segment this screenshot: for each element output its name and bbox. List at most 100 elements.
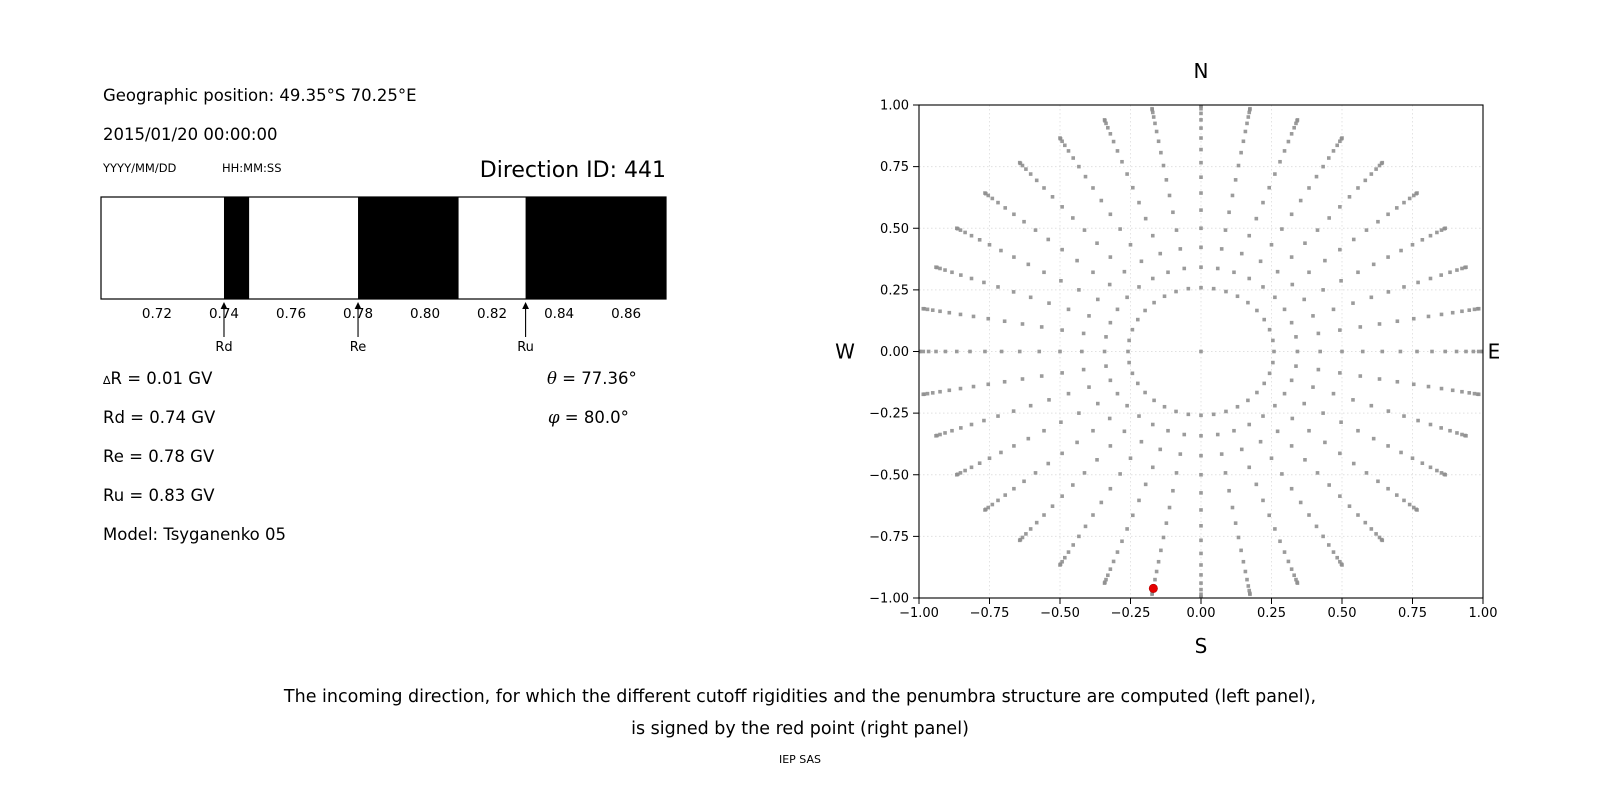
direction-dot bbox=[1108, 444, 1113, 448]
direction-dot bbox=[1415, 349, 1419, 354]
direction-dot bbox=[1199, 226, 1203, 231]
direction-dot bbox=[1394, 206, 1399, 210]
direction-dot bbox=[938, 309, 942, 314]
direction-dot bbox=[969, 233, 974, 238]
penumbra-frame bbox=[100, 196, 667, 300]
direction-dot bbox=[1380, 160, 1385, 165]
y-tick-label: −0.50 bbox=[869, 468, 909, 483]
direction-dot bbox=[1042, 513, 1046, 517]
direction-dot bbox=[1199, 592, 1203, 597]
direction-dot bbox=[1164, 521, 1169, 525]
direction-dot bbox=[999, 349, 1004, 354]
direction-dot bbox=[1380, 349, 1385, 354]
direction-dot bbox=[1338, 205, 1342, 209]
direction-dot bbox=[1454, 349, 1459, 354]
direction-dot bbox=[959, 426, 963, 430]
direction-dot bbox=[1295, 581, 1300, 585]
direction-dot bbox=[1315, 228, 1320, 232]
direction-dot bbox=[1071, 483, 1075, 487]
direction-dot bbox=[1351, 461, 1356, 466]
direction-dot bbox=[969, 465, 974, 470]
delta-r-value: ∆R = 0.01 GV bbox=[103, 369, 213, 388]
direction-dot bbox=[1158, 251, 1163, 256]
direction-dot bbox=[1199, 105, 1203, 107]
direction-dot bbox=[1063, 555, 1067, 560]
direction-dot bbox=[1199, 551, 1203, 556]
direction-dot bbox=[1199, 434, 1203, 438]
direction-dot bbox=[977, 461, 982, 466]
direction-dot bbox=[938, 266, 942, 271]
direction-dot bbox=[1034, 520, 1039, 525]
direction-dot bbox=[1135, 317, 1140, 322]
direction-dot bbox=[1115, 307, 1120, 312]
direction-dot bbox=[1273, 527, 1277, 531]
direction-dot bbox=[1174, 409, 1178, 414]
penumbra-tick-label: 0.72 bbox=[142, 306, 172, 322]
direction-dot bbox=[1143, 308, 1147, 313]
direction-dot bbox=[1095, 297, 1100, 302]
direction-dot bbox=[1130, 513, 1135, 518]
direction-dot bbox=[1460, 432, 1464, 437]
direction-dot bbox=[1104, 577, 1108, 582]
direction-dot bbox=[926, 349, 931, 354]
direction-dot bbox=[958, 471, 963, 475]
direction-dot bbox=[1364, 228, 1369, 232]
direction-dot bbox=[1152, 300, 1156, 305]
direction-dot bbox=[1058, 136, 1062, 140]
direction-dot bbox=[1415, 508, 1419, 512]
direction-dot bbox=[1033, 471, 1038, 475]
penumbra-tick-label: 0.76 bbox=[276, 306, 306, 322]
direction-dot bbox=[1137, 498, 1141, 503]
direction-dot bbox=[1294, 121, 1298, 126]
direction-dot bbox=[1269, 242, 1274, 247]
direction-dot bbox=[1267, 185, 1272, 190]
direction-dot bbox=[1443, 226, 1448, 231]
direction-dot bbox=[1338, 328, 1342, 332]
direction-dot bbox=[1126, 349, 1130, 354]
direction-dot bbox=[1358, 325, 1363, 329]
direction-dot bbox=[954, 226, 959, 231]
direction-dot bbox=[1289, 378, 1294, 383]
direction-dot bbox=[1153, 121, 1157, 126]
direction-dot bbox=[1460, 266, 1464, 271]
direction-dot bbox=[1139, 439, 1144, 444]
direction-dot bbox=[1066, 149, 1071, 153]
direction-dot bbox=[1239, 150, 1243, 155]
direction-dot bbox=[1377, 163, 1382, 168]
x-tick-label: 0.50 bbox=[1328, 606, 1357, 621]
x-tick-label: −1.00 bbox=[899, 606, 939, 621]
direction-dot bbox=[996, 200, 1000, 205]
direction-dot bbox=[1199, 538, 1203, 543]
direction-dot bbox=[1351, 301, 1355, 305]
direction-dot bbox=[1464, 434, 1468, 438]
direction-dot bbox=[986, 505, 991, 510]
direction-dot bbox=[1428, 276, 1433, 281]
direction-dot bbox=[1046, 461, 1051, 466]
direction-dot bbox=[1095, 401, 1100, 406]
figure-caption: The incoming direction, for which the di… bbox=[0, 686, 1600, 766]
direction-dot bbox=[934, 349, 938, 354]
direction-dot bbox=[1050, 195, 1055, 199]
direction-dot bbox=[1289, 486, 1294, 491]
direction-dot bbox=[1077, 164, 1081, 169]
direction-dot bbox=[1118, 472, 1122, 476]
direction-dot bbox=[1199, 208, 1203, 212]
direction-dot bbox=[1273, 295, 1277, 300]
direction-dot bbox=[1077, 411, 1081, 415]
direction-dot bbox=[1369, 527, 1374, 531]
direction-dot bbox=[1248, 592, 1252, 597]
direction-dot bbox=[1028, 403, 1033, 408]
direction-dot bbox=[1128, 456, 1133, 461]
direction-dot bbox=[1448, 270, 1452, 275]
direction-dot bbox=[1166, 428, 1170, 433]
direction-dot bbox=[1280, 227, 1284, 231]
direction-dot bbox=[1286, 559, 1291, 564]
direction-dot bbox=[1360, 349, 1365, 354]
direction-dot bbox=[1327, 216, 1331, 220]
direction-dot bbox=[1439, 312, 1444, 317]
direction-dot bbox=[1154, 129, 1159, 134]
direction-dot bbox=[1122, 429, 1127, 434]
direction-dot bbox=[1351, 237, 1356, 242]
direction-dot bbox=[1402, 414, 1406, 418]
direction-dot bbox=[1227, 210, 1231, 215]
